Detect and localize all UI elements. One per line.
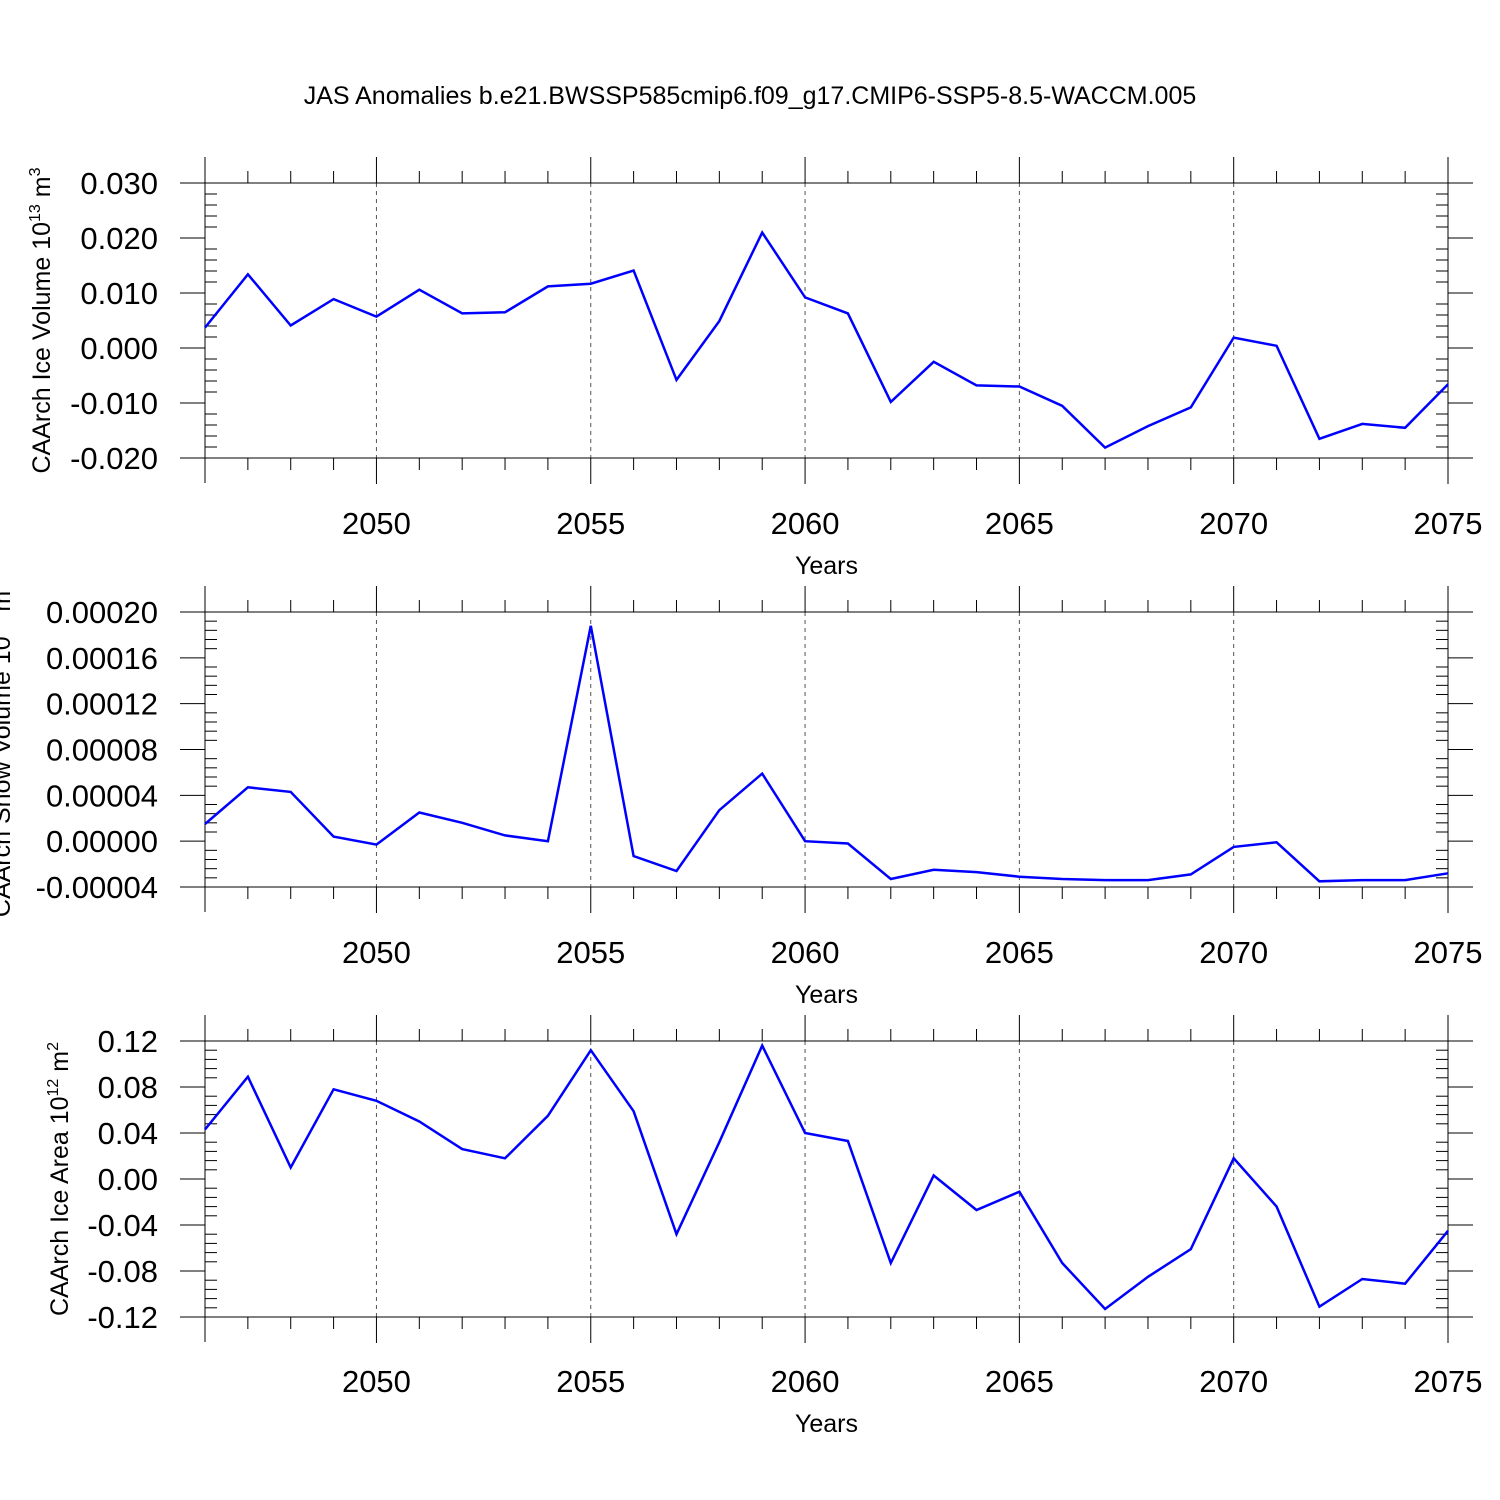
chart-panel-3: -0.12 -0.08 -0.04 0.00 0.04 0.08 0.12 2050 2055 2…: [45, 1015, 1482, 1438]
y-axis-title: CAArch Snow Volume 1013 m3: [0, 582, 16, 917]
series-line: [204, 1042, 1449, 1311]
y-tick-label: 0.00000: [46, 824, 158, 859]
y-tick-label: 0.00016: [46, 641, 158, 676]
x-tick-label: 2060: [771, 506, 840, 541]
x-tick-label: 2060: [771, 1364, 840, 1399]
x-tick-label: 2070: [1199, 506, 1268, 541]
x-tick-label: 2075: [1414, 935, 1483, 970]
y-tick-label: 0.00012: [46, 687, 158, 722]
x-axis-title: Years: [795, 981, 858, 1009]
y-tick-label: -0.020: [70, 441, 158, 476]
x-tick-label: 2050: [342, 935, 411, 970]
x-tick-label: 2065: [985, 1364, 1054, 1399]
chart-panel-2: -0.00004 0.00000 0.00004 0.00008 0.00012 0.00…: [0, 582, 1482, 1009]
y-axis-title: CAArch Ice Volume 1013 m3: [27, 167, 56, 473]
x-tick-label: 2070: [1199, 935, 1268, 970]
y-tick-label: -0.010: [70, 386, 158, 421]
chart-title: JAS Anomalies b.e21.BWSSP585cmip6.f09_g1…: [303, 82, 1197, 110]
y-tick-label: 0.00020: [46, 595, 158, 630]
x-tick-label: 2060: [771, 935, 840, 970]
y-tick-label: 0.00008: [46, 733, 158, 768]
y-tick-label: -0.00004: [36, 870, 158, 905]
y-tick-label: -0.08: [87, 1254, 158, 1289]
x-tick-label: 2065: [985, 935, 1054, 970]
y-tick-label: 0.08: [98, 1070, 158, 1105]
y-tick-label: 0.030: [80, 166, 158, 201]
x-tick-label: 2065: [985, 506, 1054, 541]
y-tick-label: 0.000: [80, 331, 158, 366]
y-tick-label: -0.04: [87, 1208, 158, 1243]
y-tick-label: 0.12: [98, 1024, 158, 1059]
x-tick-label: 2075: [1414, 506, 1483, 541]
x-tick-label: 2055: [556, 506, 625, 541]
y-tick-label: 0.00: [98, 1162, 158, 1197]
x-axis-title: Years: [795, 552, 858, 580]
series-line: [204, 229, 1449, 450]
y-tick-label: 0.020: [80, 221, 158, 256]
x-tick-label: 2070: [1199, 1364, 1268, 1399]
x-tick-label: 2050: [342, 506, 411, 541]
y-tick-label: 0.04: [98, 1116, 158, 1151]
y-tick-label: -0.12: [87, 1300, 158, 1335]
series-line: [204, 625, 1449, 883]
y-tick-label: 0.00004: [46, 778, 158, 813]
x-tick-label: 2055: [556, 1364, 625, 1399]
y-tick-label: 0.010: [80, 276, 158, 311]
x-axis-title: Years: [795, 1410, 858, 1438]
x-tick-label: 2055: [556, 935, 625, 970]
y-axis-title: CAArch Ice Area 1012 m2: [45, 1042, 74, 1316]
x-tick-label: 2050: [342, 1364, 411, 1399]
x-tick-label: 2075: [1414, 1364, 1483, 1399]
chart-panel-1: -0.020 -0.010 0.000 0.010 0.020 0.030 2050 2055…: [27, 157, 1482, 580]
